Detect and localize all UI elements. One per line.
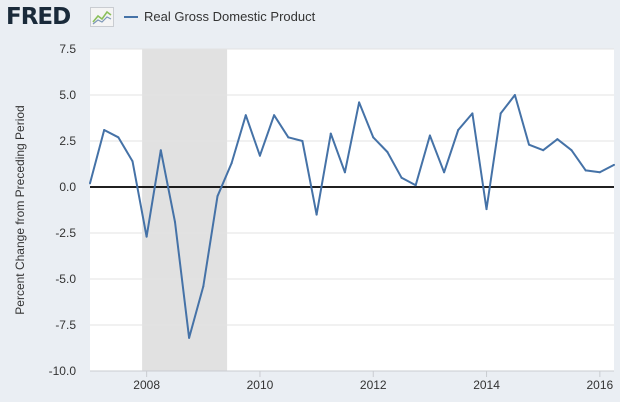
x-tick-label: 2012 [360, 378, 387, 392]
data-point [613, 163, 615, 166]
data-point [499, 112, 502, 115]
y-tick-label: -7.5 [55, 318, 76, 332]
data-point [173, 220, 176, 223]
data-point [188, 336, 191, 339]
data-point [329, 132, 332, 135]
data-point [315, 213, 318, 216]
data-point [230, 162, 233, 165]
data-point [258, 154, 261, 157]
data-point [244, 114, 247, 117]
y-tick-label: 7.5 [59, 42, 76, 56]
legend[interactable]: Real Gross Domestic Product [124, 9, 315, 24]
y-axis-ticks: 7.5 5.0 2.5 0.0 -2.5 -5.0 -7.5 -10.0 [49, 42, 77, 378]
fred-logo: FRED [6, 4, 71, 30]
data-point [556, 138, 559, 141]
data-point [159, 149, 162, 152]
data-point [457, 128, 460, 131]
data-point [202, 285, 205, 288]
data-point [131, 160, 134, 163]
y-tick-label: -5.0 [55, 272, 76, 286]
data-point [400, 176, 403, 179]
x-axis-ticks: 2008 2010 2012 2014 2016 [90, 370, 614, 392]
recession-shading [142, 49, 228, 371]
data-point [584, 169, 587, 172]
chart-line-icon [90, 7, 114, 27]
x-tick-label: 2016 [586, 378, 613, 392]
data-point [528, 143, 531, 146]
data-point [443, 171, 446, 174]
y-tick-label: -10.0 [49, 364, 77, 378]
data-point [273, 114, 276, 117]
data-point [372, 136, 375, 139]
data-point [145, 235, 148, 238]
data-point [570, 149, 573, 152]
y-tick-label: 0.0 [59, 180, 76, 194]
data-point [542, 149, 545, 152]
data-point [216, 195, 219, 198]
x-tick-label: 2014 [473, 378, 500, 392]
legend-swatch [124, 15, 138, 18]
data-point [485, 208, 488, 211]
series-line [89, 94, 615, 339]
data-point [358, 101, 361, 104]
data-point [287, 136, 290, 139]
data-point [598, 171, 601, 174]
data-point [386, 151, 389, 154]
data-point [103, 128, 106, 131]
y-tick-label: 5.0 [59, 88, 76, 102]
data-point [513, 94, 516, 96]
chart-header: FRED Real Gross Domestic Product [0, 0, 620, 38]
y-axis-label: Percent Change from Preceding Period [13, 105, 27, 314]
data-point [89, 182, 91, 185]
series-layer [89, 94, 615, 339]
data-point [414, 184, 417, 187]
data-point [301, 140, 304, 142]
data-point [117, 136, 120, 139]
data-point [471, 112, 474, 115]
recession-band [142, 49, 228, 371]
data-point [343, 171, 346, 174]
y-tick-label: 2.5 [59, 134, 76, 148]
legend-label: Real Gross Domestic Product [144, 9, 316, 24]
data-point [428, 134, 431, 137]
x-tick-label: 2010 [247, 378, 274, 392]
x-tick-label: 2008 [133, 378, 160, 392]
y-tick-label: -2.5 [55, 226, 76, 240]
